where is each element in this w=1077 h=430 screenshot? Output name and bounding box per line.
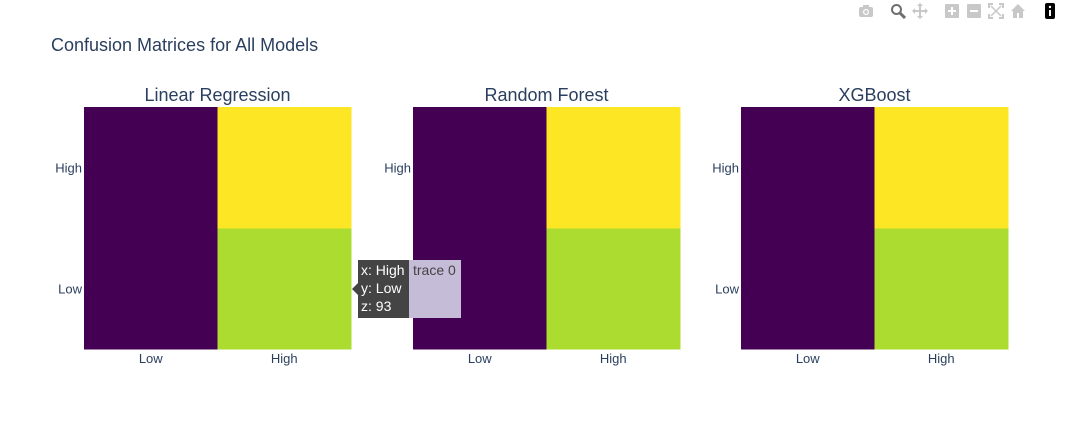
x-tick-label: Low [139,351,163,366]
y-tick-label: Low [715,282,739,297]
x-tick-label: Low [468,351,492,366]
modebar [855,0,1061,22]
subplot-title: Linear Regression [144,85,290,105]
heatmap-panel: Random ForestLowHighLowHigh [384,85,681,366]
zoom-out-icon [967,4,981,18]
zoom-icon [891,4,906,19]
subplot-title: XGBoost [838,85,910,105]
y-tick-label: Low [58,282,82,297]
heatmap-cell[interactable] [546,228,681,350]
heatmap-cell[interactable] [874,228,1009,350]
heatmap-cell[interactable] [84,107,218,229]
tooltip-line: y: Low [361,280,402,296]
tooltip-trace-box [409,260,461,318]
heatmap-cell[interactable] [874,107,1009,229]
heatmap-cell[interactable] [217,107,352,229]
tooltip-line: z: 93 [361,298,392,314]
tooltip-line: x: High [361,262,405,278]
hover-tooltip: x: High y: Low z: 93 trace 0 [352,260,461,318]
x-tick-label: High [928,351,955,366]
heatmap-cell[interactable] [413,107,547,229]
subplot-title: Random Forest [484,85,608,105]
autoscale-button[interactable] [985,0,1007,22]
heatmap-cell[interactable] [741,107,875,229]
pan-button[interactable] [909,0,931,22]
x-tick-label: Low [796,351,820,366]
y-tick-label: High [712,161,739,176]
x-tick-label: High [600,351,627,366]
y-tick-label: High [55,161,82,176]
camera-button[interactable] [855,0,877,22]
subplots: Linear Regression Low High Low High Random Fo… [55,85,1009,366]
heatmap-cell[interactable] [741,228,875,350]
tooltip-box [358,260,409,318]
heatmap-cell[interactable] [84,228,218,350]
zoom-in-button[interactable] [941,0,963,22]
home-icon [1011,4,1025,18]
autoscale-icon [988,3,1004,19]
heatmap-cell[interactable] [217,228,352,350]
zoom-button[interactable] [887,0,909,22]
plotly-logo-button[interactable] [1039,0,1061,22]
pan-icon [912,3,928,19]
plotly-logo-icon [1045,3,1055,19]
y-tick-label: High [384,161,411,176]
zoom-out-button[interactable] [963,0,985,22]
x-tick-label: High [271,351,298,366]
heatmap-panel: Linear Regression Low High Low High [55,85,352,366]
home-button[interactable] [1007,0,1029,22]
heatmap-panel: XGBoost Low High Low High [712,85,1009,366]
camera-icon [859,5,873,17]
tooltip-arrow [352,283,358,295]
chart-title: Confusion Matrices for All Models [51,35,318,55]
heatmap-cell[interactable] [546,107,681,229]
zoom-in-icon [945,4,959,18]
tooltip-trace-label: trace 0 [413,262,456,278]
